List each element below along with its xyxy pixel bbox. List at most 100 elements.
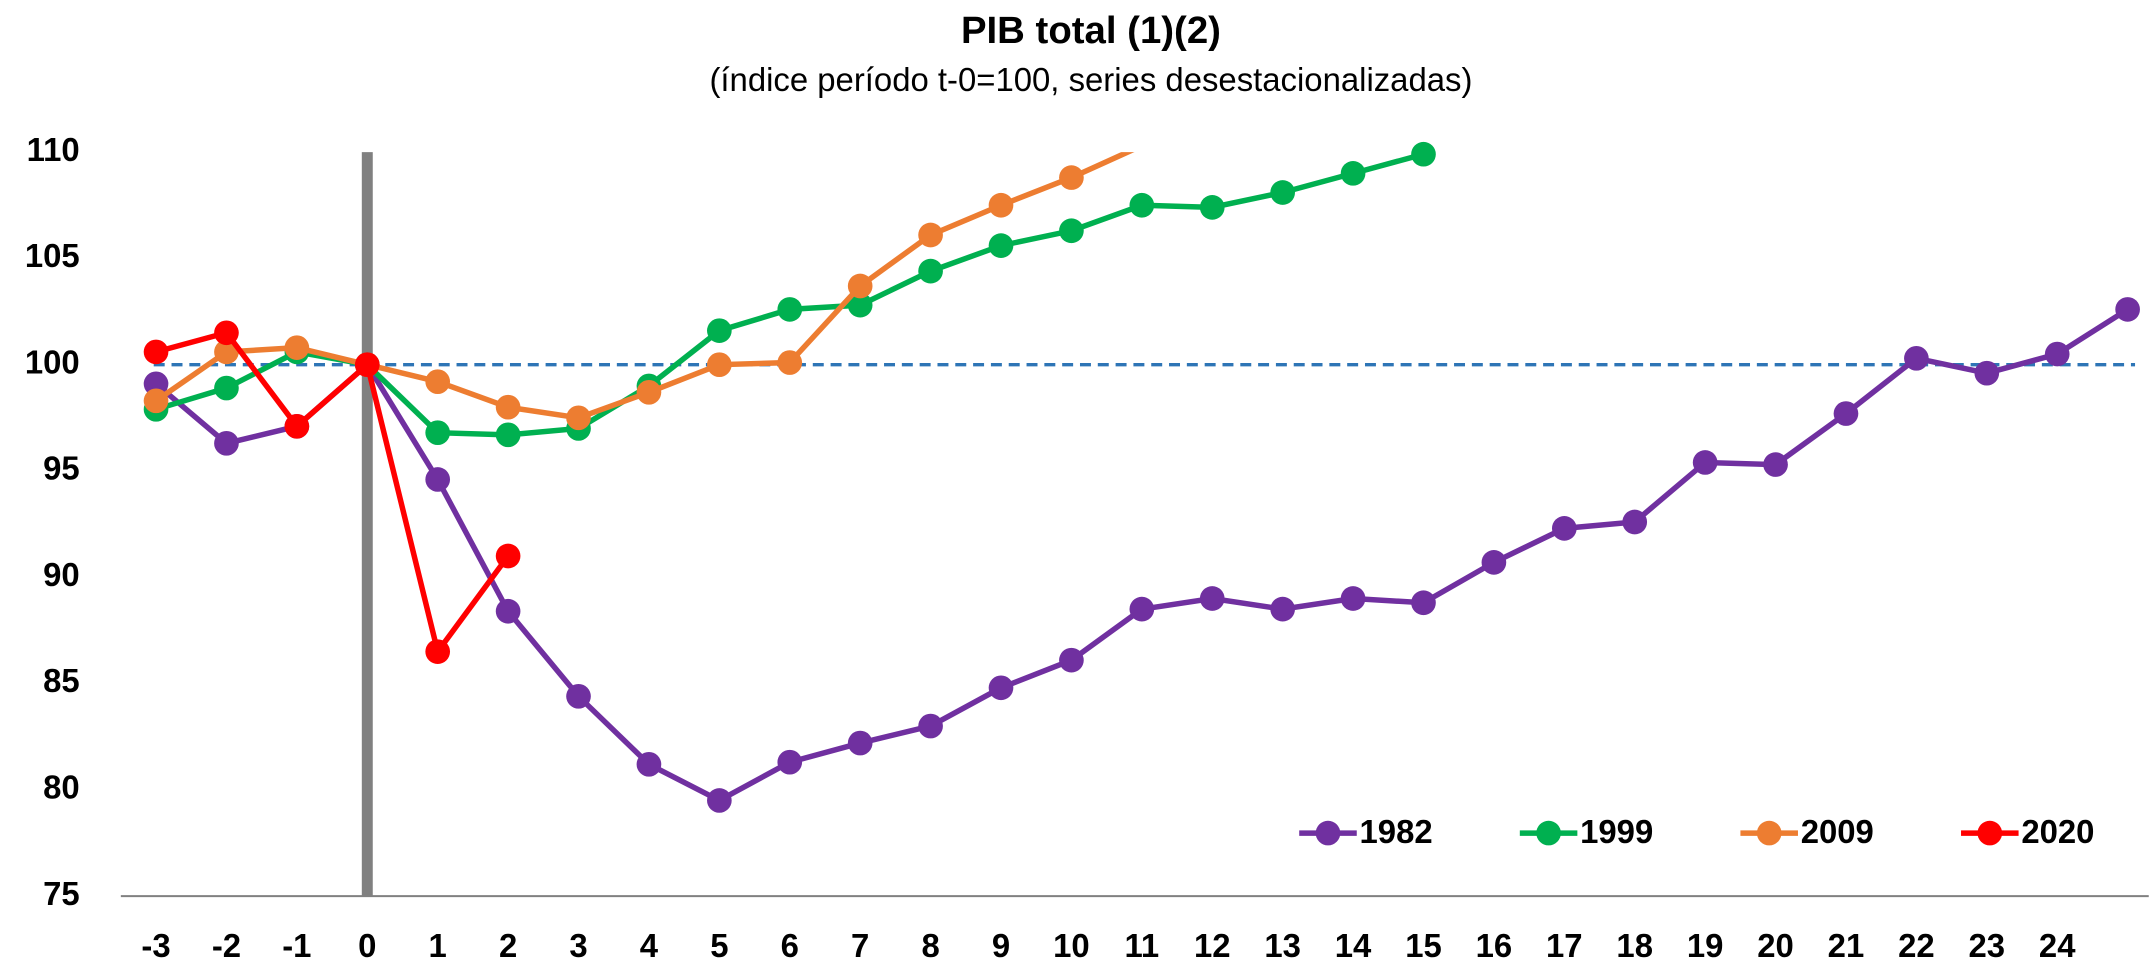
data-point [425, 369, 451, 395]
data-point [1270, 596, 1295, 622]
x-tick-label: 0 [358, 927, 376, 964]
chart-title: PIB total (1)(2) [961, 9, 1221, 52]
data-point [1763, 452, 1788, 477]
x-tick-label: 4 [640, 927, 659, 964]
series-line [155, 152, 1425, 438]
data-point [425, 467, 451, 492]
data-point [636, 379, 662, 405]
x-tick-label: 23 [1969, 927, 2006, 964]
x-tick-label: 5 [710, 927, 728, 964]
x-tick-label: 17 [1546, 927, 1583, 964]
x-tick-label: 1 [429, 927, 447, 964]
x-tick-label: 18 [1616, 927, 1653, 964]
x-tick-label: 7 [851, 927, 869, 964]
legend-marker [1756, 820, 1782, 846]
data-point [1129, 596, 1155, 622]
data-point [495, 543, 521, 569]
y-tick-label: 85 [43, 662, 80, 699]
data-point [214, 339, 239, 365]
data-point [1270, 180, 1295, 205]
data-point [1904, 345, 1929, 371]
x-tick-label: 3 [569, 927, 587, 964]
x-tick-label: 12 [1194, 927, 1231, 964]
data-point [1411, 141, 1436, 167]
x-tick-label: 21 [1828, 927, 1865, 964]
y-tick-label: 75 [43, 875, 80, 912]
data-point [847, 292, 873, 318]
y-tick-label: 90 [43, 556, 80, 593]
data-point [143, 339, 169, 365]
x-tick-label: -3 [141, 927, 170, 964]
legend-label: 1999 [1580, 813, 1653, 850]
data-point [1692, 450, 1718, 475]
data-point [918, 713, 943, 739]
data-point [1833, 401, 1859, 426]
x-tick-label: 20 [1757, 927, 1794, 964]
data-point [566, 683, 591, 709]
legend-label: 1982 [1360, 813, 1433, 850]
data-point [425, 420, 451, 446]
data-point [1481, 550, 1507, 575]
data-point [988, 233, 1014, 258]
y-tick-label: 95 [43, 450, 80, 487]
x-tick-label: 10 [1053, 927, 1090, 964]
data-point [847, 273, 873, 299]
series [143, 297, 2140, 813]
data-point [284, 335, 310, 360]
y-tick-label: 100 [25, 343, 80, 380]
data-point [918, 258, 943, 284]
x-tick-label: 8 [921, 927, 939, 964]
data-point [214, 320, 239, 346]
legend-label: 2009 [1801, 813, 1874, 850]
data-point [1199, 586, 1225, 611]
data-point [425, 639, 451, 664]
data-point [354, 352, 380, 378]
data-point [777, 749, 803, 775]
y-tick-label: 110 [27, 131, 80, 168]
data-point [495, 598, 521, 624]
y-tick-label: 105 [25, 237, 80, 274]
data-point [1340, 161, 1366, 186]
data-point [1199, 195, 1225, 220]
data-point [1129, 192, 1155, 218]
data-point [2115, 297, 2140, 322]
series [143, 320, 521, 664]
x-tick-label: 19 [1687, 927, 1724, 964]
x-tick-label: 24 [2039, 927, 2076, 964]
data-point [143, 388, 169, 414]
x-tick-label: 9 [992, 927, 1010, 964]
data-point [214, 375, 239, 401]
data-point [918, 222, 943, 248]
x-tick-label: 16 [1476, 927, 1513, 964]
series-line [154, 307, 2130, 804]
legend-marker [1315, 820, 1341, 846]
data-point [495, 422, 521, 448]
x-tick-label: 15 [1405, 927, 1442, 964]
data-point [707, 788, 732, 813]
data-point [2044, 341, 2070, 367]
data-point [1411, 590, 1436, 616]
x-tick-label: -2 [212, 927, 241, 964]
data-point [214, 430, 239, 456]
legend-marker [1977, 820, 2003, 846]
data-point [988, 192, 1014, 218]
data-point [1974, 360, 2000, 386]
x-tick-label: 13 [1264, 927, 1301, 964]
data-point [777, 350, 803, 375]
series [143, 141, 1436, 448]
data-point [707, 318, 732, 343]
data-point [847, 730, 873, 756]
x-tick-label: 14 [1335, 927, 1372, 964]
y-tick-label: 80 [43, 769, 80, 806]
series [143, 152, 1135, 431]
chart-subtitle: (índice período t-0=100, series desestac… [709, 61, 1472, 98]
x-tick-label: 11 [1124, 927, 1159, 964]
data-point [566, 405, 591, 431]
data-point [1622, 509, 1648, 535]
data-point [1059, 165, 1084, 190]
data-point [1551, 516, 1577, 541]
x-tick-label: 22 [1898, 927, 1935, 964]
data-point [636, 751, 662, 777]
